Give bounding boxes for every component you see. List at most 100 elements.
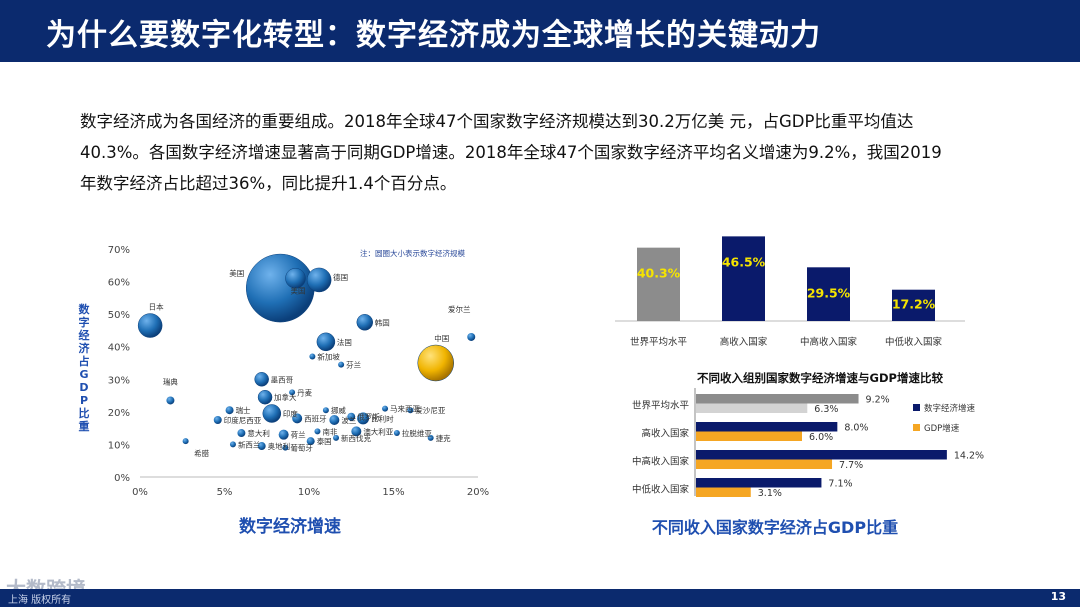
bubble-point bbox=[338, 361, 345, 368]
growth-bar bbox=[696, 459, 833, 469]
bubble-label: 丹麦 bbox=[297, 387, 312, 397]
intro-paragraph: 数字经济成为各国经济的重要组成。2018年全球47个国家数字经济规模达到30.2… bbox=[80, 106, 1020, 199]
page-number: 13 bbox=[1050, 590, 1066, 603]
growth-value-label: 9.2% bbox=[866, 395, 890, 406]
bubble-label: 奥地利 bbox=[268, 441, 291, 451]
bubble-point bbox=[357, 412, 370, 425]
growth-value-label: 3.1% bbox=[758, 488, 782, 499]
gdp-share-value-label: 40.3% bbox=[637, 266, 681, 281]
growth-bar bbox=[696, 403, 808, 413]
bubble-label: 日本 bbox=[149, 302, 164, 312]
y-tick-label: 50% bbox=[108, 310, 130, 321]
bubble-point bbox=[257, 442, 266, 451]
growth-legend-swatch bbox=[913, 404, 920, 411]
gdp-share-value-label: 29.5% bbox=[807, 285, 851, 300]
growth-value-label: 14.2% bbox=[954, 451, 984, 462]
bubble-label: 爱沙尼亚 bbox=[415, 406, 445, 415]
bubble-label: 波兰 bbox=[341, 415, 356, 425]
gdp-share-category-label: 世界平均水平 bbox=[630, 336, 688, 348]
intro-line-3: 年数字经济占比超过36%，同比提升1.4个百分点。 bbox=[80, 174, 457, 193]
y-tick-label: 0% bbox=[114, 473, 130, 484]
bubble-label: 印度 bbox=[283, 408, 298, 418]
bubble-point bbox=[417, 344, 454, 382]
footer-copyright: 上海 版权所有 bbox=[8, 595, 72, 606]
gdp-share-value-label: 17.2% bbox=[892, 297, 936, 312]
y-tick-label: 30% bbox=[108, 375, 130, 386]
bubble-point bbox=[316, 332, 336, 352]
bubble-point bbox=[322, 407, 329, 414]
bubble-point bbox=[137, 313, 163, 338]
bubble-chart: 0% 10% 20% 30% 40% 50% 60% 70% 0% 5% 10% 15% 20% 美国 德… bbox=[79, 245, 490, 537]
x-tick-label: 5% bbox=[217, 487, 233, 498]
gdp-share-bar bbox=[892, 289, 935, 321]
growth-value-label: 6.0% bbox=[809, 432, 833, 443]
bubble-point bbox=[427, 434, 434, 441]
intro-line-1: 数字经济成为各国经济的重要组成。2018年全球47个国家数字经济规模达到30.2… bbox=[80, 112, 914, 131]
bubble-label: 新西兰 bbox=[238, 439, 261, 449]
gdp-share-chart-title: 不同收入国家数字经济占GDP比重 bbox=[652, 518, 898, 537]
growth-bar bbox=[696, 422, 838, 432]
page-title: 为什么要数字化转型：数字经济成为全球增长的关键动力 bbox=[46, 18, 821, 53]
gdp-share-category-label: 中低收入国家 bbox=[885, 336, 943, 348]
growth-comparison-bar-chart: 不同收入组别国家数字经济增速与GDP增速比较 世界平均水平 9.2% 6.3% 高收入… bbox=[632, 371, 984, 499]
bubble-point bbox=[351, 426, 362, 437]
gdp-share-category-label: 高收入国家 bbox=[720, 336, 768, 348]
bubble-chart-y-label: 数字经济占 G D P 比重 bbox=[79, 302, 91, 433]
growth-legend-label: 数字经济增速 bbox=[924, 403, 976, 414]
growth-value-label: 6.3% bbox=[814, 404, 838, 415]
bubble-point bbox=[282, 444, 289, 451]
bubble-point bbox=[237, 429, 246, 438]
x-tick-label: 15% bbox=[382, 487, 404, 498]
growth-legend-swatch bbox=[913, 424, 920, 431]
x-tick-label: 10% bbox=[298, 487, 320, 498]
growth-category-label: 世界平均水平 bbox=[632, 400, 690, 412]
bubble-point bbox=[262, 404, 282, 423]
growth-bar bbox=[696, 450, 947, 460]
bubble-point bbox=[229, 441, 236, 448]
bubble-label: 马来西亚 bbox=[390, 405, 420, 414]
growth-category-label: 中低收入国家 bbox=[632, 484, 690, 496]
bubble-label: 爱尔兰 bbox=[448, 304, 471, 314]
growth-value-label: 7.7% bbox=[839, 460, 863, 471]
intro-line-2: 40.3%。各国数字经济增速显著高于同期GDP增速。2018年全球47个国家数字… bbox=[80, 143, 942, 162]
bubble-point bbox=[309, 353, 316, 360]
growth-legend-label: GDP增速 bbox=[924, 423, 960, 434]
bubble-label: 瑞士 bbox=[236, 405, 251, 415]
bubble-point bbox=[393, 430, 400, 437]
y-tick-label: 40% bbox=[108, 343, 130, 354]
bubble-point bbox=[356, 314, 374, 331]
growth-bar bbox=[696, 431, 802, 441]
growth-value-label: 8.0% bbox=[844, 423, 868, 434]
bubble-point bbox=[278, 429, 289, 440]
bubble-label: 加拿大 bbox=[274, 392, 297, 402]
growth-comparison-chart-title: 不同收入组别国家数字经济增速与GDP增速比较 bbox=[697, 371, 943, 385]
bubble-point bbox=[166, 396, 175, 405]
bubble-label: 新加坡 bbox=[317, 351, 340, 361]
growth-category-label: 中高收入国家 bbox=[632, 456, 690, 468]
gdp-share-bar-chart: 40.3% 世界平均水平 46.5% 高收入国家 29.5% 中高收入国家 17.2% 中低收… bbox=[615, 236, 965, 537]
bubble-label: 葡萄牙 bbox=[290, 443, 313, 453]
bubble-chart-note: 注：圆圈大小表示数字经济规模 bbox=[360, 248, 465, 258]
bubble-label: 中国 bbox=[434, 333, 449, 343]
bubble-label: 比利时 bbox=[371, 413, 394, 423]
bubble-label: 澳大利亚 bbox=[363, 426, 393, 436]
gdp-share-category-label: 中高收入国家 bbox=[800, 336, 858, 348]
bubble-label: 泰国 bbox=[317, 436, 332, 446]
y-tick-label: 70% bbox=[108, 245, 130, 256]
bubble-label: 希腊 bbox=[194, 448, 209, 458]
growth-bar bbox=[696, 487, 751, 497]
bubble-point bbox=[314, 428, 321, 435]
bubble-label: 意大利 bbox=[247, 428, 270, 438]
bubble-point bbox=[306, 267, 332, 293]
bubble-label: 荷兰 bbox=[291, 430, 306, 440]
growth-bar bbox=[696, 394, 859, 404]
bubble-label: 瑞典 bbox=[163, 376, 178, 386]
growth-value-label: 7.1% bbox=[828, 479, 852, 490]
footer-bar: 上海 版权所有 13 bbox=[0, 589, 1080, 607]
bubble-point bbox=[333, 434, 340, 441]
bubble-chart-x-label: 数字经济增速 bbox=[239, 516, 341, 537]
bubble-label: 印度尼西亚 bbox=[224, 415, 262, 425]
header-bar: 为什么要数字化转型：数字经济成为全球增长的关键动力 bbox=[0, 0, 1080, 62]
growth-category-label: 高收入国家 bbox=[641, 428, 689, 440]
gdp-share-bar bbox=[722, 236, 765, 321]
